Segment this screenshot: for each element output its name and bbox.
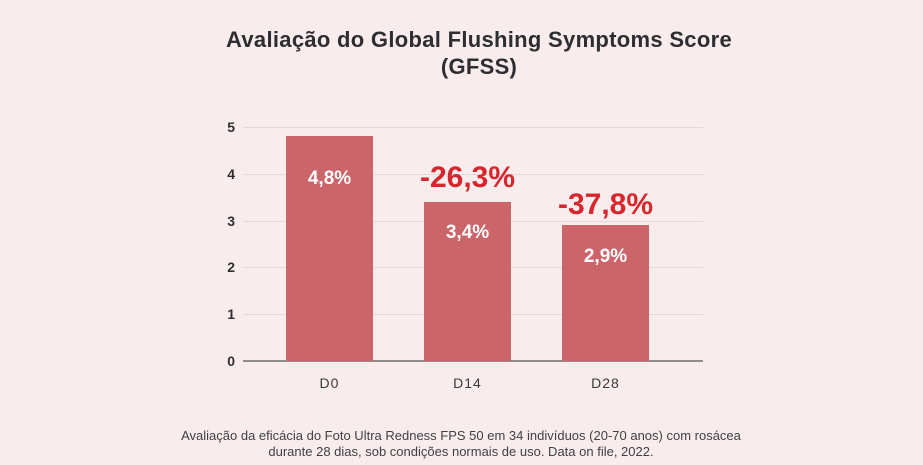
bar-value-label-D0: 4,8% [307,168,352,190]
y-tick-label-5: 5 [227,119,235,135]
x-tick-label-D0: D0 [319,375,340,391]
chart-title: Avaliação do Global Flushing Symptoms Sc… [226,27,732,79]
plot-area: 0 1 2 3 4 5 4,8% D0 3,4% D14 2,9% D28 -26,3% -37,8% [227,119,703,391]
bar-D0: 4,8% [286,136,373,361]
bar-value-label-D28: 2,9% [583,246,628,268]
y-tick-label-1: 1 [227,306,235,323]
gridline-4 [243,173,703,175]
y-tick-label-4: 4 [227,165,235,182]
gridline-5 [243,127,703,128]
x-axis-line [243,360,703,362]
y-tick-label-2: 2 [227,259,235,276]
chart-caption: Avaliação da eficácia do Foto Ultra Redn… [181,428,741,459]
y-tick-label-0: 0 [227,353,235,369]
bar-D28: 2,9% [562,225,649,361]
x-tick-label-D14: D14 [453,375,482,391]
annotation-D14: -26,3% [419,161,516,194]
y-tick-label-3: 3 [227,212,235,229]
bar-D14: 3,4% [424,201,511,361]
bar-value-label-D14: 3,4% [445,221,490,243]
annotation-D28: -37,8% [557,188,654,221]
x-tick-label-D28: D28 [591,375,620,391]
